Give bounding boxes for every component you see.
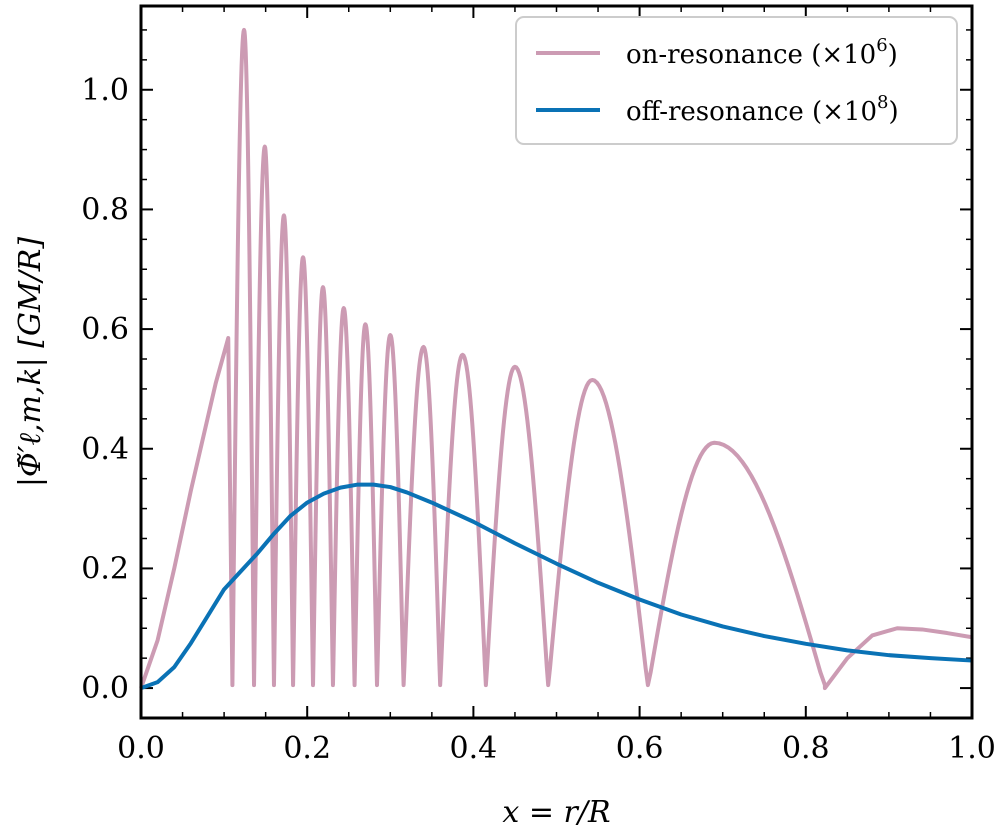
x-axis-title: x = r/R [502,795,610,830]
legend-on-close: ) [888,40,898,70]
x-tick-label: 0.6 [616,731,664,766]
x-tick-label: 1.0 [948,731,996,766]
y-axis-title: |Φ̃′ℓ,m,k| [GM/R] [13,237,48,487]
legend-off-text: off-resonance (×10 [626,97,877,127]
series-layer [139,27,973,691]
legend-off-exponent: 8 [877,92,888,113]
legend-on-text: on-resonance (×10 [626,40,876,70]
x-tick-label: 0.4 [450,731,498,766]
series-line-off-resonance [140,482,973,690]
series-line-on-resonance [139,27,973,691]
y-tick-label: 1.0 [81,73,129,108]
x-tick-label: 0.8 [782,731,830,766]
legend-on-exponent: 6 [876,35,887,56]
legend-box [515,16,958,145]
ticks-group: 0.0 0.2 0.4 0.6 0.8 1.0 0.0 0.2 0.4 0.6 0.8 1.0 [81,6,996,766]
legend-label-on-resonance: on-resonance (×106) [626,35,898,70]
y-tick-label: 0.2 [81,551,129,586]
legend-label-off-resonance: off-resonance (×108) [626,92,899,127]
x-tick-label: 0.2 [283,731,331,766]
x-tick-label: 0.0 [117,731,165,766]
y-tick-label: 0.6 [81,312,129,347]
y-tick-label: 0.4 [81,432,129,467]
axes-frame [139,4,974,720]
legend: on-resonance (×106) off-resonance (×108) [515,16,958,145]
y-tick-label: 0.8 [81,192,129,227]
y-tick-label: 0.0 [81,671,129,706]
legend-off-close: ) [888,97,898,127]
